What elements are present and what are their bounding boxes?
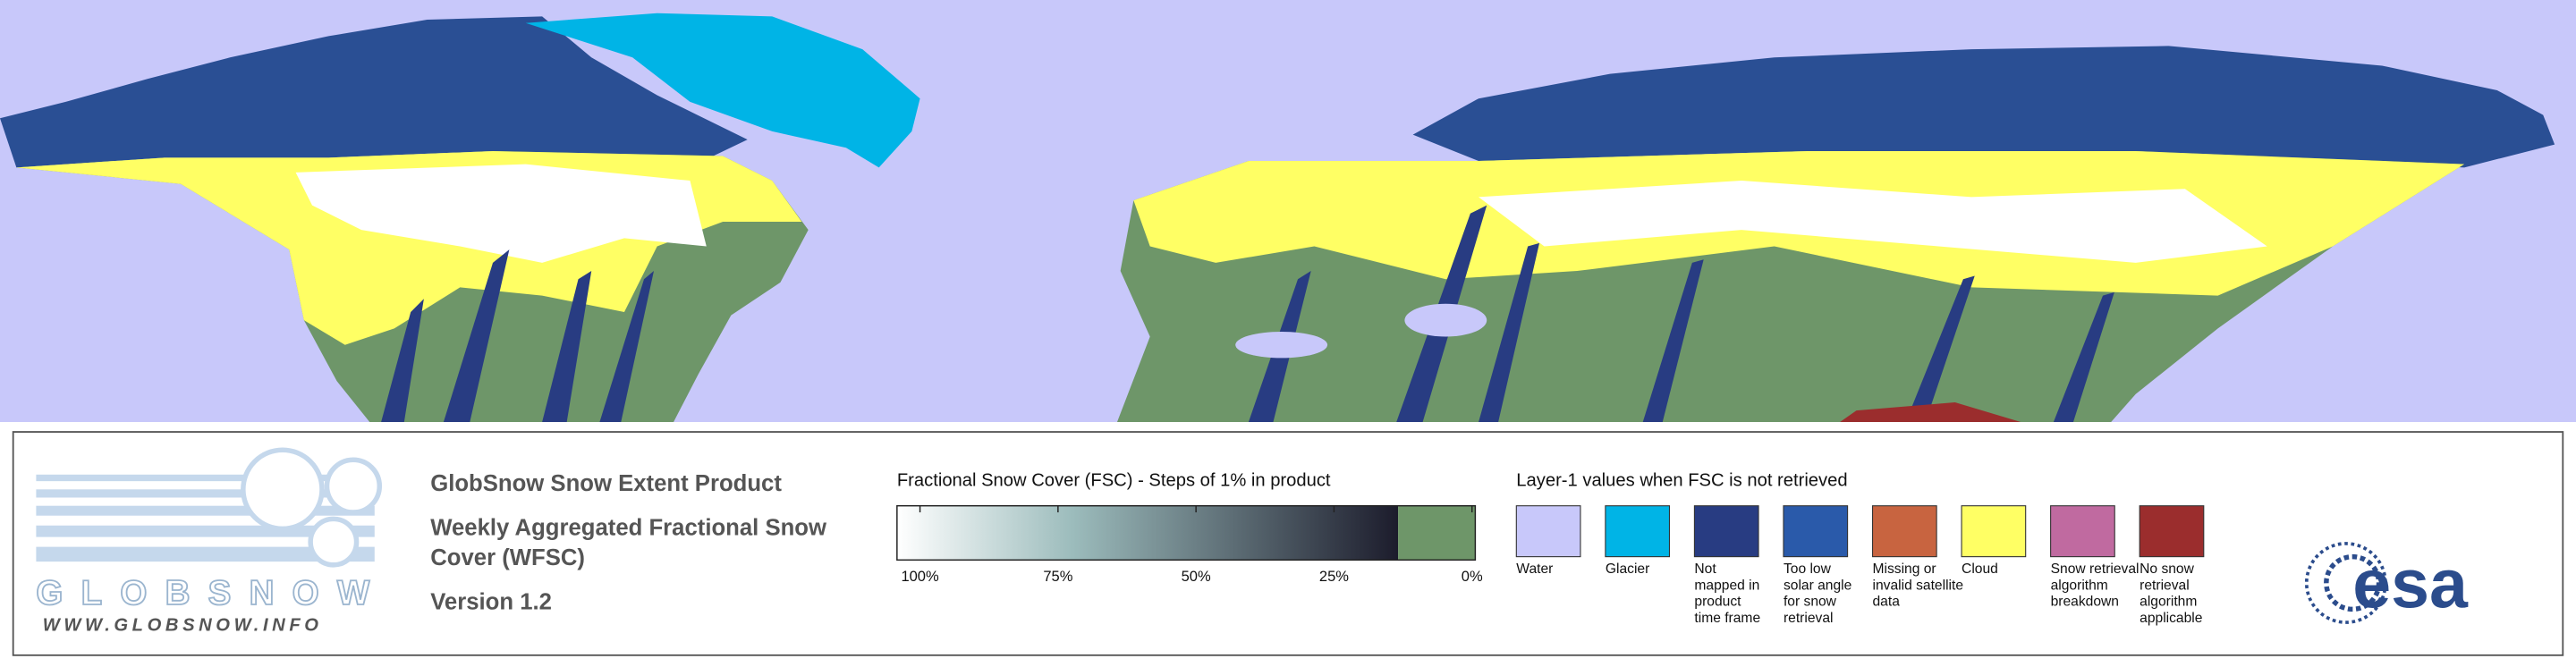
- item-label: Cloud: [1962, 561, 1998, 577]
- item-label: solar angle: [1784, 578, 1852, 593]
- gap: [542, 271, 592, 423]
- esa-logo: esa: [2304, 542, 2469, 624]
- snow-free: [1398, 505, 1476, 561]
- tick-label: 75%: [1043, 568, 1072, 585]
- stripe: [36, 489, 375, 498]
- glacier: [525, 13, 920, 168]
- tick-label: 100%: [901, 568, 939, 585]
- item-label: mapped in: [1694, 578, 1759, 593]
- item-label: Glacier: [1606, 561, 1649, 577]
- map: [0, 0, 2576, 423]
- gap: [1642, 259, 1704, 423]
- item-label: for snow: [1784, 595, 1837, 610]
- fsc-title: Fractional Snow Cover (FSC) - Steps of 1…: [897, 471, 1331, 491]
- gap: [599, 271, 655, 423]
- stripe: [36, 546, 375, 562]
- item-label: breakdown: [2051, 595, 2119, 610]
- tick-label: 25%: [1319, 568, 1349, 585]
- swatch: [1871, 505, 1937, 558]
- gap: [1479, 242, 1540, 423]
- item-label: retrieval: [1784, 611, 1834, 626]
- snowflake: [308, 516, 360, 568]
- unmapped-north: [0, 16, 748, 168]
- item-label: Water: [1516, 561, 1553, 577]
- snow: [1479, 181, 2267, 263]
- product-version: Version 1.2: [430, 589, 552, 614]
- swatch: [1515, 505, 1581, 558]
- item-label: algorithm: [2051, 578, 2108, 593]
- gap: [1905, 275, 1975, 423]
- tick-label: 0%: [1462, 568, 1483, 585]
- item-label: Missing or: [1873, 561, 1936, 577]
- item-label: product: [1694, 595, 1741, 610]
- stripe: [36, 505, 375, 516]
- sea: [1235, 332, 1328, 359]
- gap: [2053, 291, 2114, 423]
- item-label: data: [1873, 595, 1901, 610]
- esa-mark: [2324, 553, 2382, 612]
- swatch: [2139, 505, 2205, 558]
- tick-label: 50%: [1182, 568, 1211, 585]
- item-label: No snow: [2140, 561, 2194, 577]
- fsc-frame: [896, 504, 1477, 561]
- item-label: Not: [1694, 561, 1716, 577]
- stripe: [36, 474, 375, 482]
- no-retrieval: [1840, 401, 2021, 423]
- item-label: time frame: [1694, 611, 1760, 626]
- gap: [443, 249, 510, 423]
- sea: [1404, 303, 1487, 337]
- unmapped-north: [1412, 46, 2555, 168]
- product-subtitle: Cover (WFSC): [430, 545, 585, 570]
- snowflake: [241, 447, 325, 532]
- swatch: [1961, 505, 2027, 558]
- snow: [295, 164, 707, 263]
- fsc-gradient: [896, 505, 1399, 561]
- logo-url: WWW.GLOBSNOW.INFO: [43, 615, 323, 635]
- swatch: [2050, 505, 2115, 558]
- product-title: GlobSnow Snow Extent Product: [430, 471, 782, 496]
- item-label: invalid satellite: [1873, 578, 1964, 593]
- swatch: [1693, 505, 1759, 558]
- gap: [381, 299, 424, 423]
- product-subtitle: Weekly Aggregated Fractional Snow: [430, 516, 827, 541]
- swatch: [1605, 505, 1671, 558]
- layer1-title: Layer-1 values when FSC is not retrieved: [1516, 471, 1847, 491]
- item-label: algorithm: [2140, 595, 2197, 610]
- item-label: Snow retrieval: [2051, 561, 2140, 577]
- esa-text: esa: [2352, 546, 2469, 623]
- snowflake: [324, 457, 383, 515]
- item-label: retrieval: [2140, 578, 2190, 593]
- item-label: Too low: [1784, 561, 1832, 577]
- item-label: applicable: [2140, 611, 2202, 626]
- swatch: [1783, 505, 1849, 558]
